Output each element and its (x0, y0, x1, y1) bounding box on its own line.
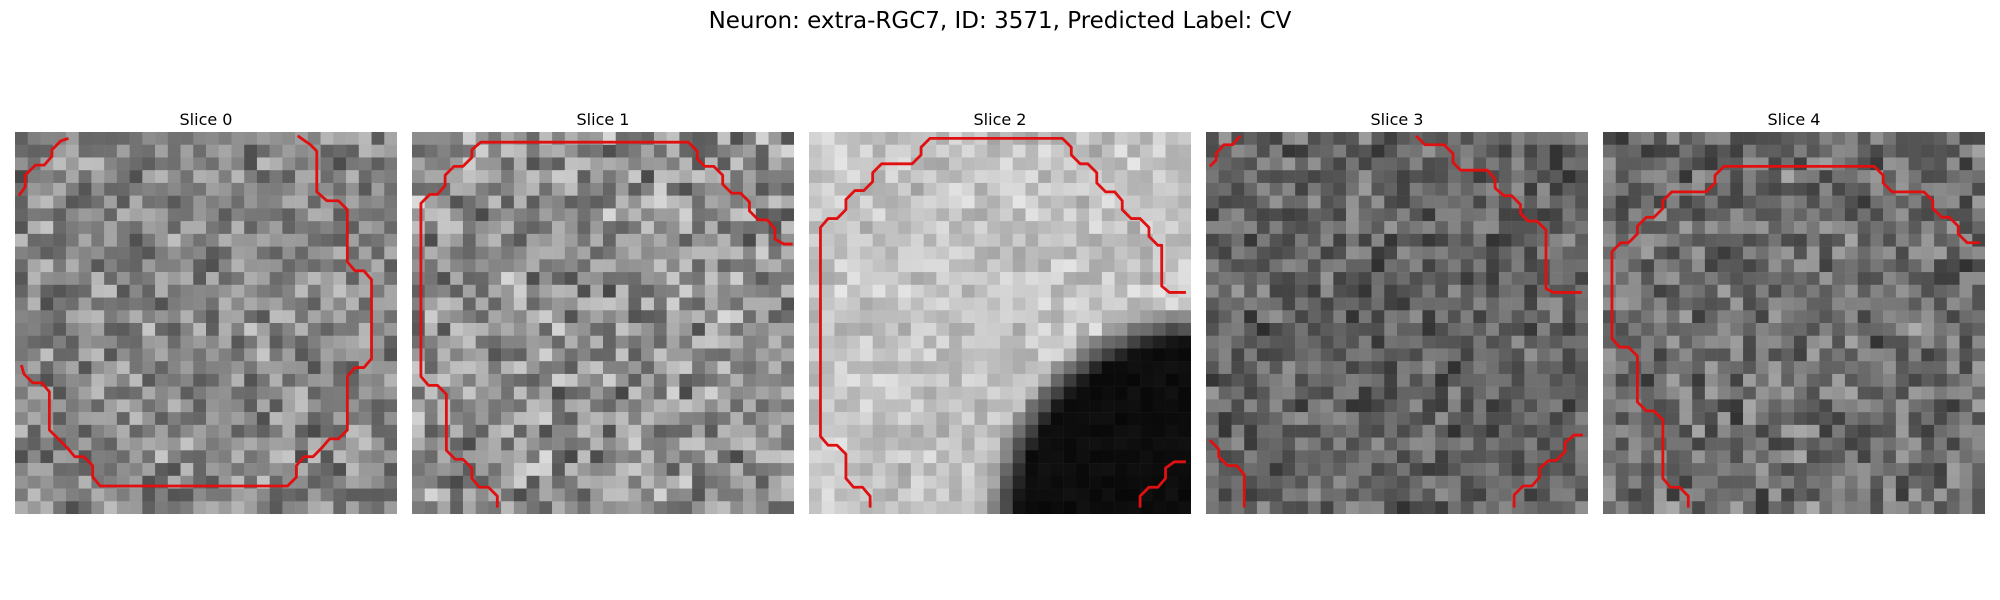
slice-image-1 (412, 132, 794, 514)
slice-image-0 (15, 132, 397, 514)
contour-line (1610, 164, 1980, 508)
figure-title: Neuron: extra-RGC7, ID: 3571, Predicted … (708, 8, 1292, 34)
slice-title-3: Slice 3 (1370, 110, 1424, 129)
slice-panel-1: Slice 1 (412, 110, 794, 514)
contour-line (419, 140, 793, 508)
slice-title-4: Slice 4 (1767, 110, 1821, 129)
slice-image-3 (1206, 132, 1588, 514)
slice-image-4 (1603, 132, 1985, 514)
slice-title-0: Slice 0 (179, 110, 233, 129)
contour-line (1208, 134, 1242, 168)
slice-panel-4: Slice 4 (1603, 110, 1985, 514)
contour-line (1415, 134, 1582, 294)
slice-panel-2: Slice 2 (809, 110, 1191, 514)
slice-image-2 (809, 132, 1191, 514)
contour-line (20, 134, 373, 488)
slice-title-1: Slice 1 (576, 110, 630, 129)
slice-panel-3: Slice 3 (1206, 110, 1588, 514)
slice-panel-0: Slice 0 (15, 110, 397, 514)
contour-line (1512, 433, 1583, 508)
contour-line (1138, 460, 1186, 508)
contour-line (17, 137, 69, 197)
contour-line (819, 136, 1186, 508)
slice-title-2: Slice 2 (973, 110, 1027, 129)
contour-line (1208, 439, 1246, 508)
